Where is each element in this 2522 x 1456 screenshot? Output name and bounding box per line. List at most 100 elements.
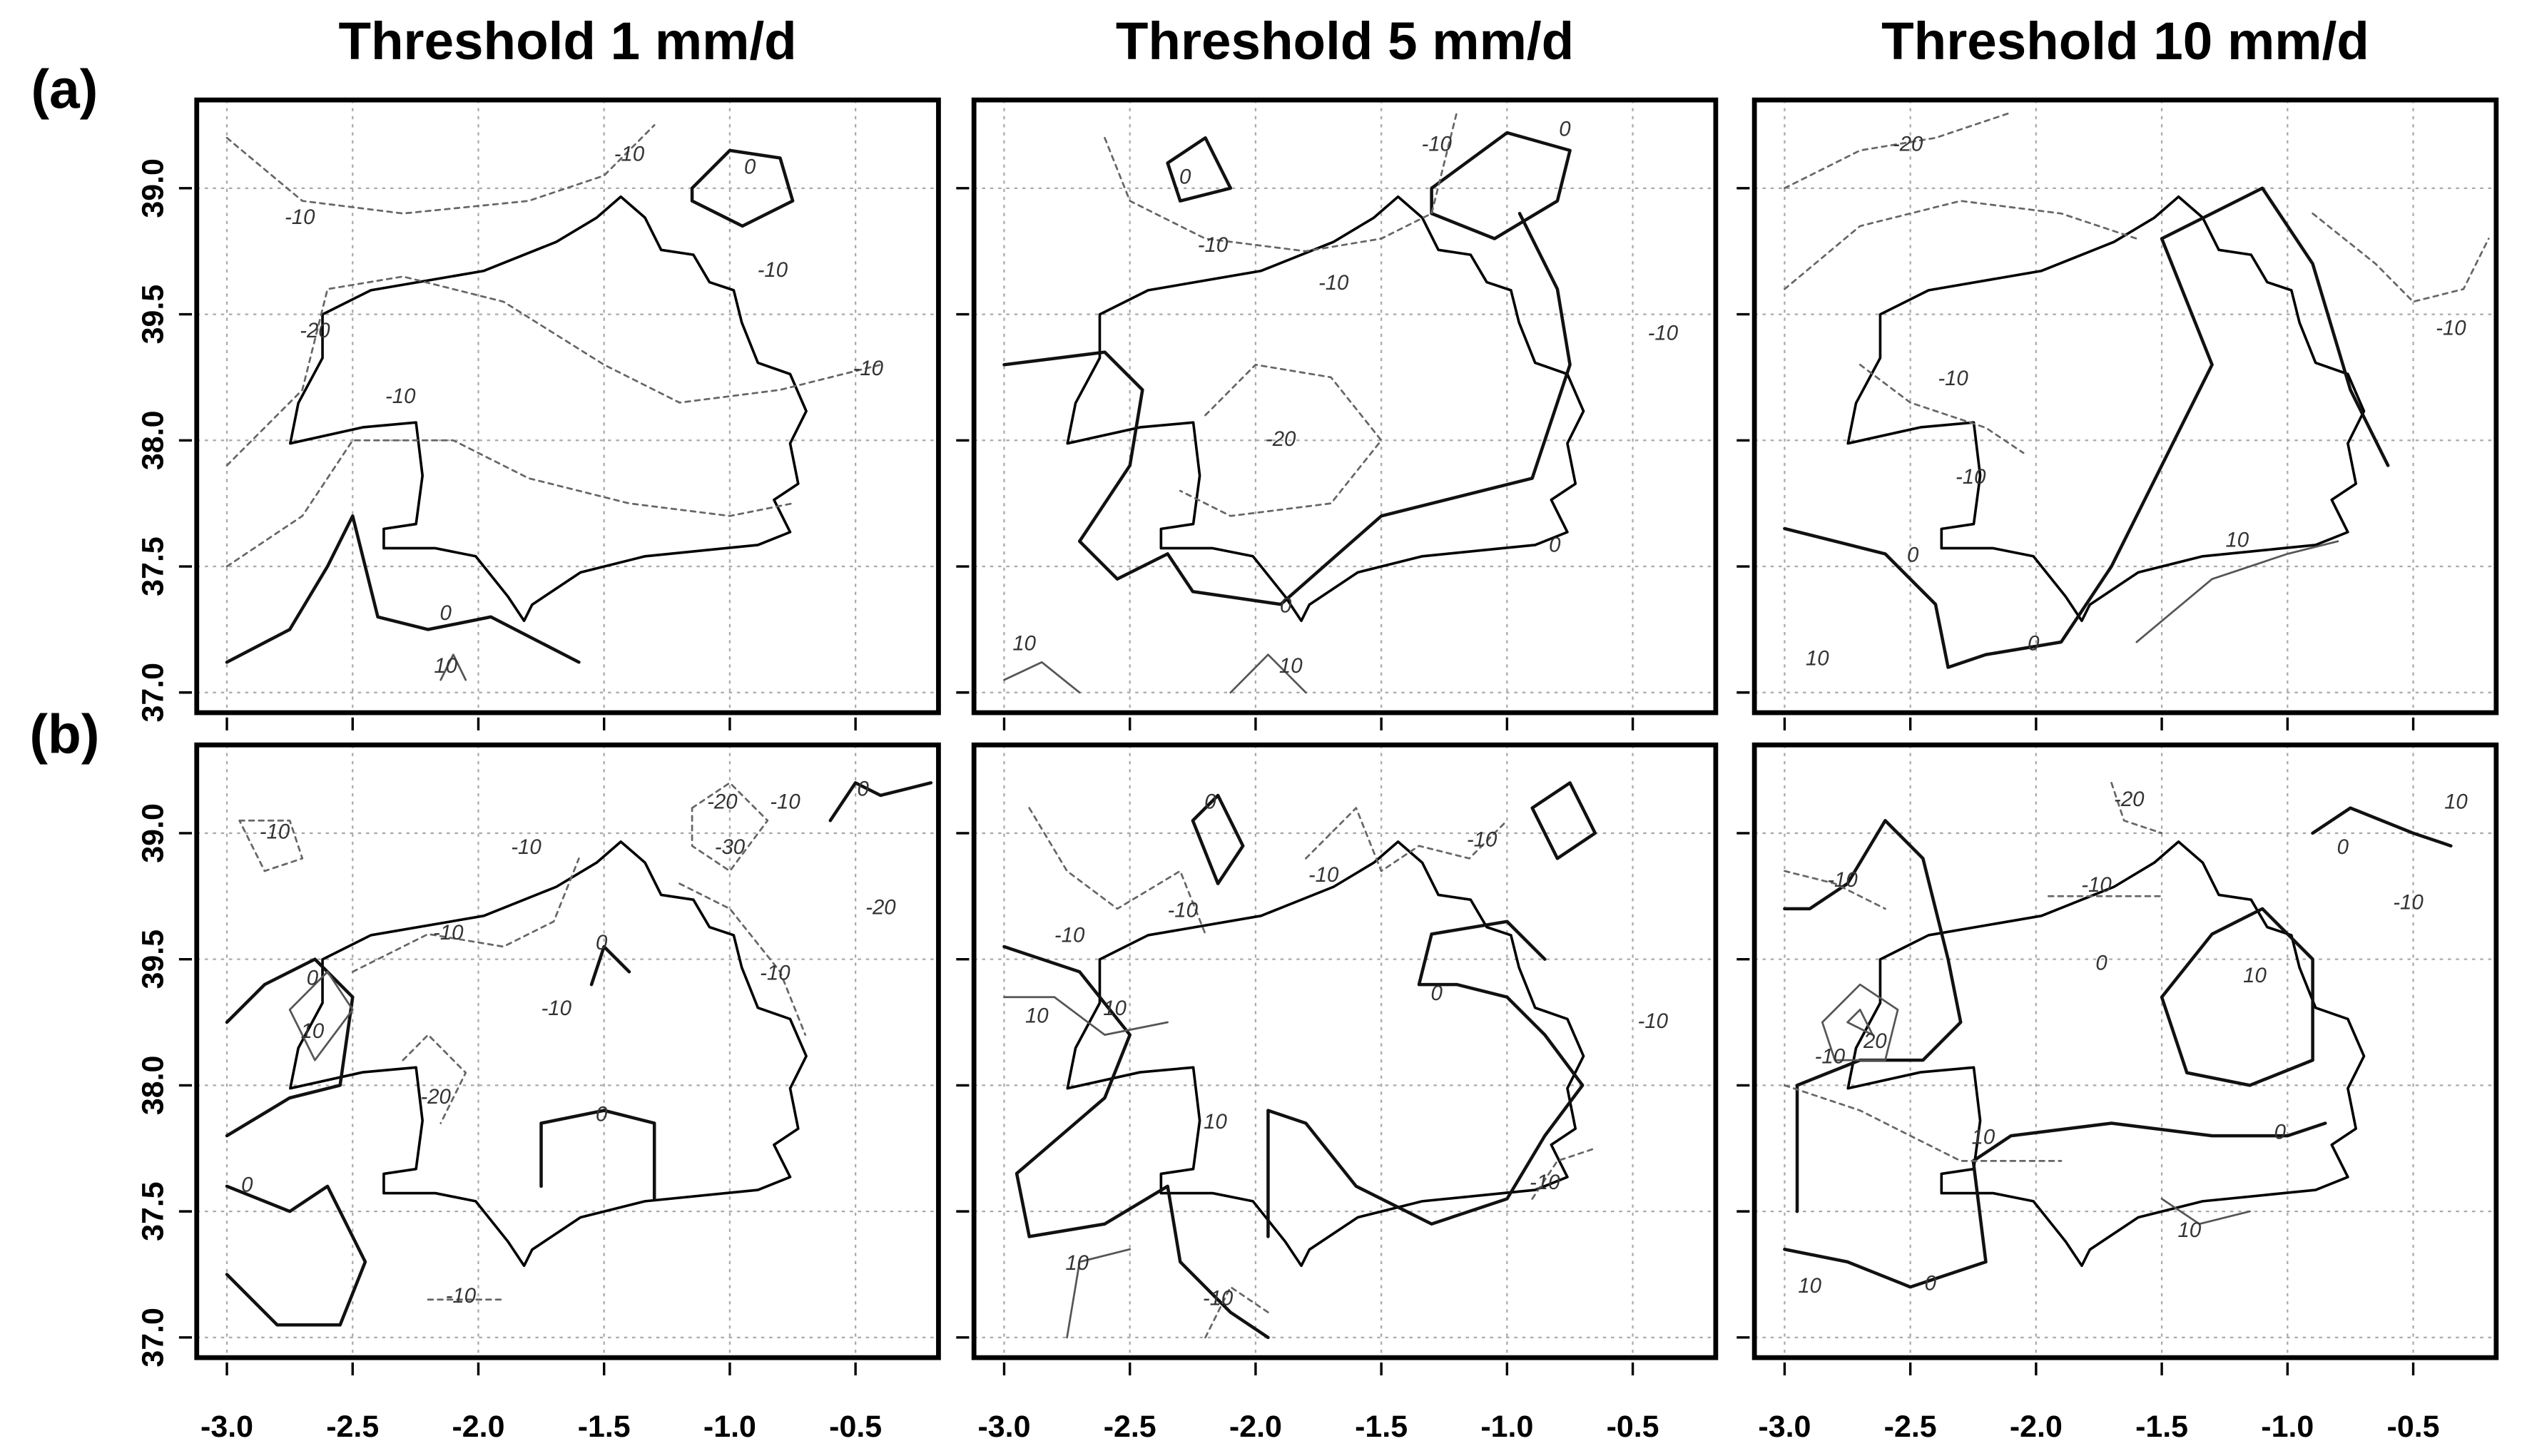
panel: Threshold 10 mm/d -20 -10 -10 -10 0 10 0 10 [1737,11,2499,730]
contour-label: -10 [1308,863,1339,887]
contour-label: 0 [307,967,319,990]
panel-title: Threshold 10 mm/d [1881,11,2369,71]
contour-label: 10 [301,1019,325,1043]
x-tick-label: -2.0 [1229,1410,1282,1444]
contour-label: 10 [434,654,457,678]
panel: (b) -3.0 -2.5 -2.0 -1.5 -1.0 -0.5 37.0 37.5 38.0 3… [29,703,941,1444]
contour-line [1003,996,1169,1036]
contour-line [402,1034,467,1124]
contour-line [225,275,882,467]
contour-line [2160,1198,2251,1226]
contour-line [1530,781,1597,860]
contour-line [1028,807,1206,935]
panel: -3.0 -2.5 -2.0 -1.5 -1.0 -0.5 -20 10 0 -10 -10 -10 0… [1737,742,2499,1444]
x-tick-label: -2.5 [1884,1410,1937,1444]
contour-line [225,439,794,568]
panel-background [1754,745,2496,1358]
contour-label: 10 [1798,1274,1821,1298]
contour-label: -10 [541,997,572,1020]
x-tick-label: -0.5 [1607,1410,1659,1444]
y-tick-label: 37.5 [136,1181,170,1241]
panel-background [196,100,939,713]
contour-line [288,970,354,1062]
panel-frame [1751,97,2499,716]
contour-line [2160,907,2314,1087]
contour-line [1191,793,1245,885]
x-tick-label: -1.0 [703,1410,756,1444]
contour-label: -20 [1266,427,1296,451]
contour-line [439,653,467,681]
contour-label: 0 [2095,952,2107,975]
contour-line [2110,781,2163,835]
contour-label: 10 [1103,997,1127,1020]
panel-background [974,745,1716,1358]
panel: -3.0 -2.5 -2.0 -1.5 -1.0 -0.5 0 -10 -10 -10 -10 10 1… [956,742,1719,1444]
contour-label: -10 [1815,1044,1846,1068]
contour-label: -20 [1893,133,1923,156]
contour-label: -10 [1938,367,1968,390]
contour-label: 0 [1280,594,1292,617]
contour-line [1531,1147,1597,1200]
contour-label: -10 [285,205,315,229]
panel-frame [194,97,941,716]
x-tick-label: -3.0 [200,1410,253,1444]
contour-line [238,819,304,872]
y-tick-label: 38.0 [136,411,170,471]
contour-label: 0 [2337,835,2349,859]
x-tick-label: -1.0 [2261,1410,2314,1444]
panel-title: Threshold 1 mm/d [338,11,796,71]
contour-label: -10 [1318,271,1349,295]
contour-label: 10 [1012,631,1036,655]
x-tick-label: -2.5 [326,1410,379,1444]
contour-line [1166,136,1233,203]
y-tick-label: 37.0 [136,663,170,723]
contour-label: -10 [2081,873,2112,897]
contour-line [1784,111,2013,190]
x-tick-label: -2.0 [2010,1410,2063,1444]
contour-line [1229,653,1307,694]
panel-frame [194,742,941,1360]
contour-line [1266,920,1585,1238]
contour-label: 0 [1549,534,1561,557]
contour-label: 10 [2243,964,2267,987]
contour-line [225,1184,367,1327]
contour-line [1304,807,1508,872]
x-tick-label: -0.5 [829,1410,882,1444]
contour-label: -10 [1198,233,1229,257]
contour-line [225,124,656,215]
x-tick-label: -1.5 [1355,1410,1408,1444]
contour-line [1104,111,1458,253]
contour-label: -10 [758,258,788,282]
contour-label: -20 [707,790,738,813]
contour-line [1003,661,1081,694]
contour-label: 10 [2225,528,2249,551]
y-tick-label: 37.5 [136,536,170,596]
contour-label: -10 [1203,1287,1234,1310]
contour-line [1783,1121,2327,1289]
contour-label: 10 [2444,790,2468,813]
contour-label: -10 [1956,465,1986,489]
contour-label: 10 [1972,1125,1995,1149]
contour-label: 10 [2178,1218,2202,1242]
contour-line [1821,983,1899,1062]
x-tick-label: -1.5 [578,1410,631,1444]
contour-label: 10 [1025,1004,1049,1028]
contour-label: -20 [300,319,330,342]
contour-line [2135,540,2339,643]
contour-line [225,957,355,1138]
contour-label: 0 [858,778,870,801]
x-tick-label: -1.5 [2135,1410,2188,1444]
contour-line [1783,186,2390,669]
contour-line [1002,212,1572,606]
contour-label: -10 [1530,1171,1560,1194]
y-tick-label: 38.0 [136,1056,170,1116]
contour-line [678,882,807,1036]
contour-label: 0 [1204,790,1216,813]
y-tick-label: 39.0 [136,803,170,863]
contour-line [1783,818,1963,1213]
panel-label: (a) [31,58,98,120]
contour-label: 10 [1806,647,1829,671]
contour-label: -20 [420,1085,451,1109]
contour-label: -10 [853,357,884,380]
contour-label: 0 [439,601,452,625]
